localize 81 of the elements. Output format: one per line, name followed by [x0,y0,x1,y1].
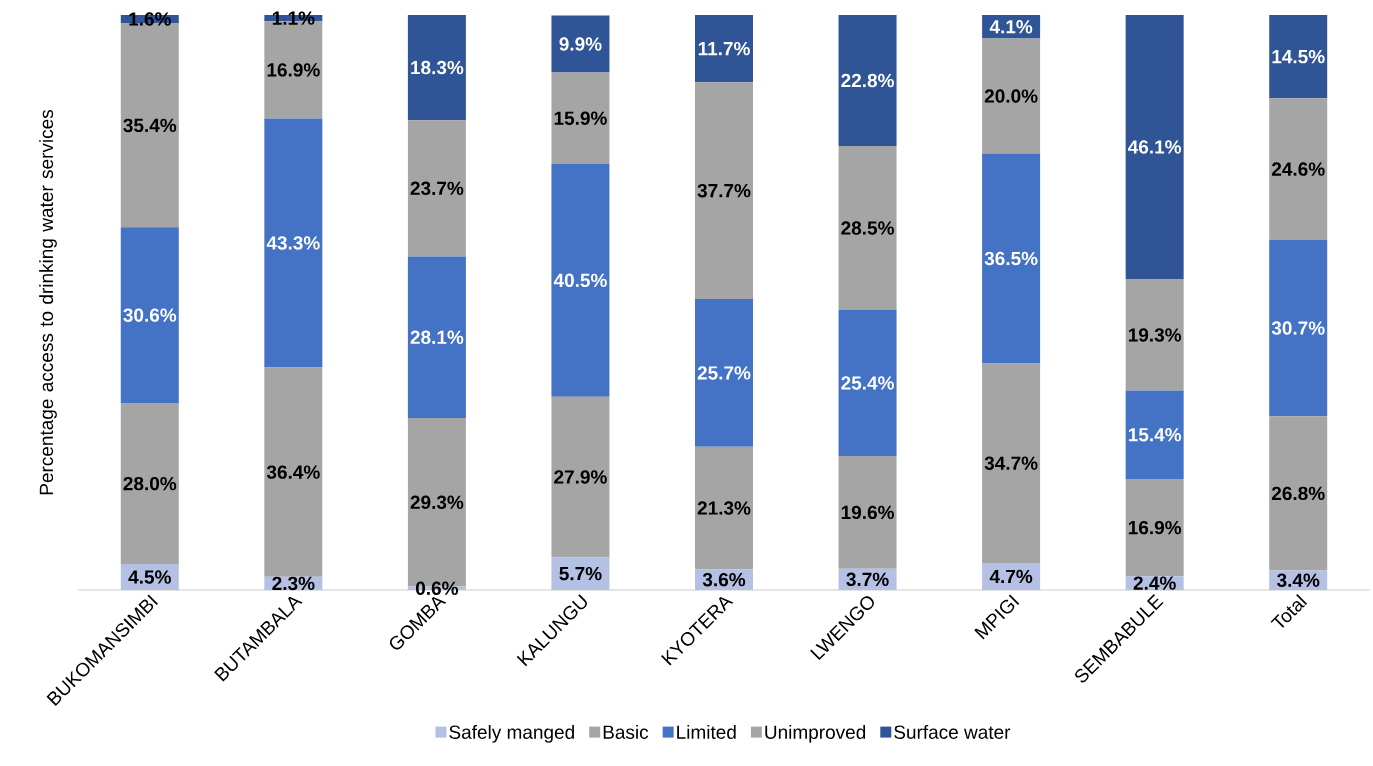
data-label: 4.7% [989,569,1033,584]
data-label: 3.4% [1277,573,1320,587]
bar [551,163,610,397]
data-label: 29.3% [410,495,464,510]
data-label: 22.8% [841,73,894,88]
bar [1125,14,1184,280]
data-label: 16.9% [1128,520,1182,535]
data-label: 15.4% [1128,428,1182,442]
bar [838,146,897,310]
bar [694,82,753,300]
data-label: 3.6% [702,572,746,587]
bar [551,396,610,558]
legend-label: Safely manged [449,724,574,743]
data-label: 28.1% [410,330,464,344]
data-label: 16.9% [267,63,320,77]
bar [407,14,466,121]
data-label: 37.7% [697,183,751,198]
data-label: 27.9% [554,470,607,484]
data-label: 11.7% [698,41,750,56]
legend-label: Basic [603,724,649,739]
y-axis-title: Percentage access to drinking water services [39,109,57,495]
data-label: 28.0% [123,476,177,491]
data-label: 19.6% [841,505,894,520]
bar [551,15,610,73]
bar [838,14,897,147]
bar [982,38,1041,154]
data-label: 30.6% [123,308,177,322]
data-label: 35.4% [123,118,177,133]
data-label: 25.7% [697,366,751,380]
bar [264,367,323,577]
bar [982,363,1041,563]
bar [1125,279,1184,391]
data-label: 2.3% [272,576,315,591]
data-label: 3.7% [846,572,889,587]
data-label: 4.1% [989,20,1033,34]
data-label: 46.1% [1128,140,1182,154]
data-label: 25.4% [841,376,894,390]
data-label: 23.7% [410,181,464,196]
bar [694,14,753,83]
legend-label: Unimproved [765,724,866,743]
bar [1269,14,1328,99]
bar [694,446,753,570]
data-label: 43.3% [266,236,320,250]
data-label: 9.9% [559,37,602,51]
data-label: 21.3% [697,501,751,515]
legend-label: Limited [677,724,736,739]
bar [120,403,179,565]
bar [1125,479,1184,577]
data-label: 2.4% [1133,576,1176,590]
data-label: 4.5% [128,570,171,584]
bar [838,309,897,457]
data-label: 0.6% [415,581,459,595]
data-label: 34.7% [984,456,1038,470]
bar [1269,416,1328,571]
bar [838,456,897,569]
data-label: 36.4% [266,465,320,479]
data-label: 28.5% [841,221,894,235]
bar [1125,390,1184,480]
data-label: 24.6% [1271,162,1325,176]
data-label: 36.5% [984,251,1038,266]
bar [551,72,610,164]
bar [551,557,610,590]
bar [1269,98,1328,240]
bar [120,227,179,404]
data-label: 26.8% [1271,486,1325,501]
bar [982,153,1041,364]
data-label: 40.5% [553,273,607,288]
data-label: 5.7% [559,566,602,581]
legend-label: Surface water [894,724,1011,739]
data-label: 1.6% [129,12,171,26]
bar [1269,239,1328,417]
bar [264,118,323,368]
data-label: 15.9% [554,111,607,125]
data-label: 18.3% [411,60,464,75]
data-label: 19.3% [1128,328,1182,342]
bar [694,299,753,447]
data-label: 14.5% [1272,49,1325,64]
bar [407,256,466,419]
data-label: 20.0% [984,89,1038,103]
bar [407,120,466,257]
data-label: 30.7% [1271,321,1325,335]
